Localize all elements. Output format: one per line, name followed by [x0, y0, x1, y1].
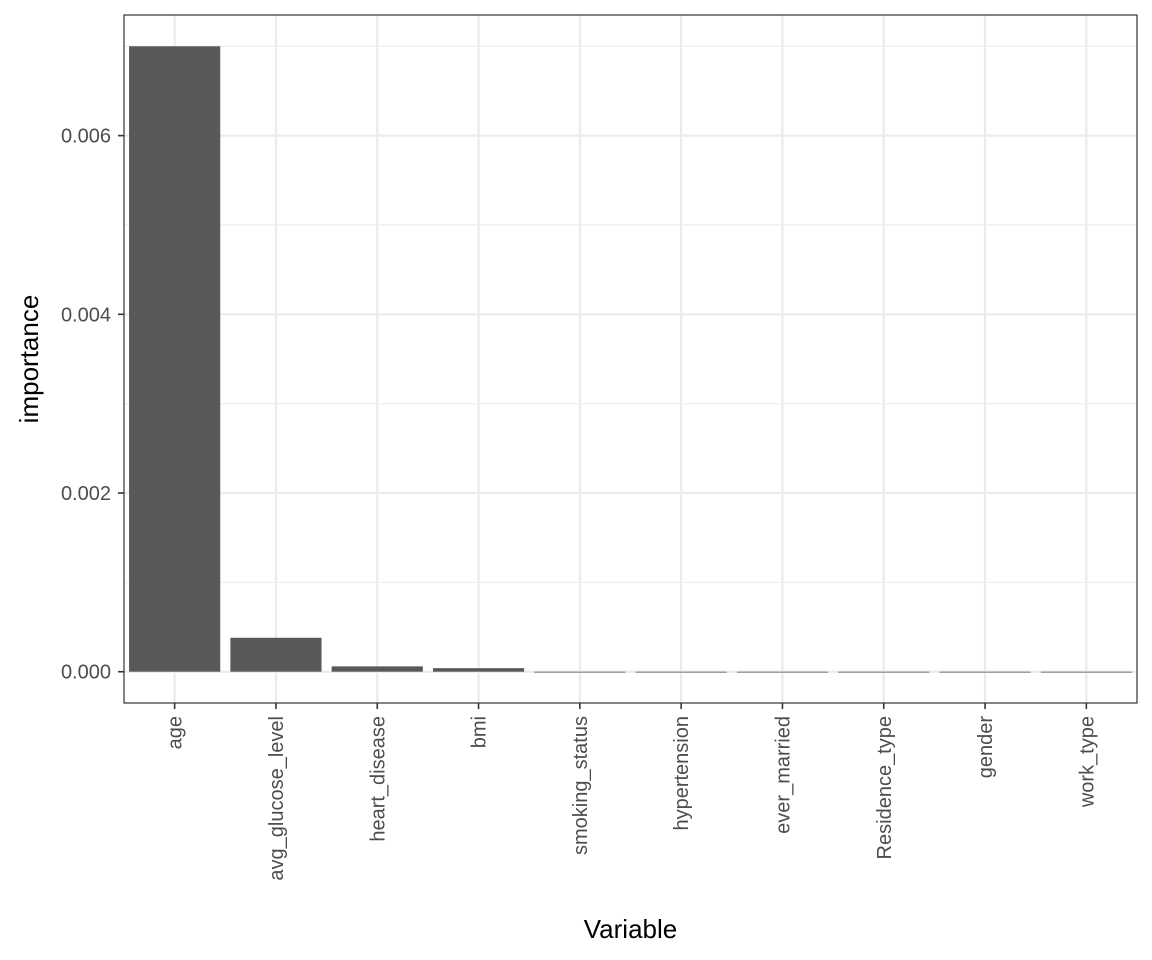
x-tick-label: heart_disease	[367, 716, 389, 842]
x-tick-label: work_type	[1076, 716, 1098, 808]
panel-border	[123, 14, 1138, 704]
x-tick-label: ever_married	[772, 716, 794, 834]
x-tick-label: hypertension	[671, 716, 693, 831]
bar-work_type	[1040, 671, 1132, 673]
y-tick-label: 0.006	[61, 126, 111, 148]
y-tick-label: 0.002	[61, 483, 111, 505]
bar-heart_disease	[331, 666, 423, 672]
x-tick-label: bmi	[469, 716, 491, 748]
bars	[129, 46, 1132, 673]
bar-hypertension	[635, 671, 727, 673]
bar-avg_glucose_level	[230, 637, 322, 672]
bar-smoking_status	[534, 671, 626, 673]
minor-gridlines	[124, 45, 1137, 583]
x-tick-label: age	[165, 716, 187, 749]
y-tick-label: 0.000	[61, 662, 111, 684]
bar-gender	[939, 671, 1031, 673]
bar-age	[129, 46, 221, 672]
x-tick-label: Residence_type	[874, 716, 896, 859]
bar-ever_married	[736, 671, 829, 673]
x-axis-ticks: age avg_glucose_level heart_disease bmi smok…	[165, 703, 1098, 881]
y-axis-title: importance	[14, 295, 44, 424]
bar-bmi	[432, 668, 525, 672]
x-tick-label: gender	[975, 716, 997, 779]
y-tick-label: 0.004	[61, 304, 111, 326]
x-axis-title: Variable	[584, 914, 677, 944]
x-tick-label: avg_glucose_level	[266, 716, 288, 881]
y-axis-ticks: 0.000 0.002 0.004 0.006	[61, 126, 124, 684]
x-tick-label: smoking_status	[570, 716, 592, 855]
bar-Residence_type	[838, 671, 930, 673]
major-gridlines	[124, 15, 1137, 703]
